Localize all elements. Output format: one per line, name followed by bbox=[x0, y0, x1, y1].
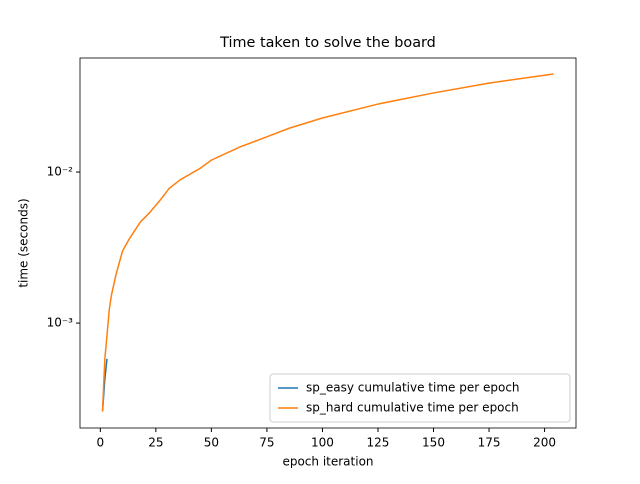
legend-label: sp_hard cumulative time per epoch bbox=[306, 401, 519, 415]
x-tick-label: 175 bbox=[478, 436, 501, 450]
series-line bbox=[101, 73, 554, 412]
y-tick-label: 10⁻³ bbox=[47, 316, 74, 330]
x-tick-label: 150 bbox=[422, 436, 445, 450]
chart-title: Time taken to solve the board bbox=[219, 35, 436, 51]
y-tick-label: 10⁻² bbox=[47, 165, 74, 179]
axes-frame bbox=[79, 57, 577, 429]
x-tick-label: 75 bbox=[259, 436, 274, 450]
x-tick-label: 0 bbox=[97, 436, 105, 450]
x-tick-label: 50 bbox=[204, 436, 219, 450]
x-axis-label: epoch iteration bbox=[282, 455, 373, 469]
legend-label: sp_easy cumulative time per epoch bbox=[306, 381, 520, 395]
x-tick-label: 100 bbox=[311, 436, 334, 450]
x-tick-label: 25 bbox=[148, 436, 163, 450]
x-tick-label: 125 bbox=[367, 436, 390, 450]
x-tick-label: 200 bbox=[533, 436, 556, 450]
legend-box bbox=[269, 373, 571, 423]
y-axis-label: time (seconds) bbox=[17, 198, 31, 287]
